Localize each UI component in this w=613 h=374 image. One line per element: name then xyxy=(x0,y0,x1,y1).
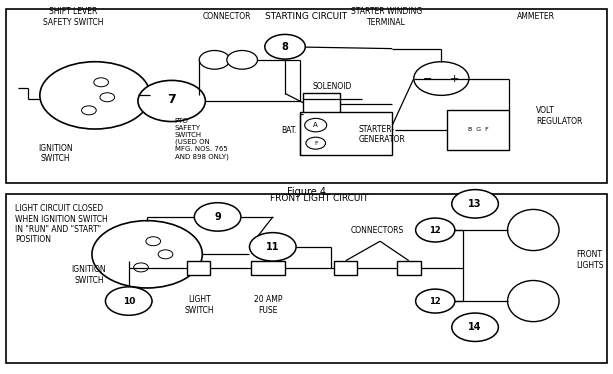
Text: Figure 4: Figure 4 xyxy=(287,187,326,197)
Circle shape xyxy=(134,263,148,272)
Circle shape xyxy=(40,62,150,129)
Circle shape xyxy=(92,221,202,288)
Text: LIGHT CIRCUIT CLOSED
WHEN IGNITION SWITCH
IN "RUN" AND "START"
POSITION: LIGHT CIRCUIT CLOSED WHEN IGNITION SWITC… xyxy=(15,204,108,245)
Text: 13: 13 xyxy=(468,199,482,209)
Text: 11: 11 xyxy=(266,242,280,252)
Bar xyxy=(6,194,607,363)
Text: 12: 12 xyxy=(429,297,441,306)
Bar xyxy=(187,261,210,275)
Text: SHIFT LEVER
SAFETY SWITCH: SHIFT LEVER SAFETY SWITCH xyxy=(44,7,104,27)
Text: 8: 8 xyxy=(281,42,289,52)
Text: 14: 14 xyxy=(468,322,482,332)
Circle shape xyxy=(414,62,469,95)
Text: CONNECTOR: CONNECTOR xyxy=(202,12,251,21)
Bar xyxy=(251,261,285,275)
Bar xyxy=(397,261,421,275)
Bar xyxy=(6,9,607,183)
Text: F: F xyxy=(314,141,318,145)
Text: A: A xyxy=(313,122,318,128)
Ellipse shape xyxy=(508,280,559,322)
Text: AMMETER: AMMETER xyxy=(517,12,555,21)
Text: BAT.: BAT. xyxy=(281,126,297,135)
Text: −: − xyxy=(423,74,433,83)
Text: STARTING CIRCUIT: STARTING CIRCUIT xyxy=(265,12,348,21)
Circle shape xyxy=(416,218,455,242)
Circle shape xyxy=(452,313,498,341)
Text: IGNITION
SWITCH: IGNITION SWITCH xyxy=(38,144,72,163)
Text: FRONT
LIGHTS: FRONT LIGHTS xyxy=(576,250,604,270)
Text: IGNITION
SWITCH: IGNITION SWITCH xyxy=(72,265,106,285)
Text: +: + xyxy=(450,74,460,83)
Circle shape xyxy=(305,119,327,132)
Text: 7: 7 xyxy=(167,93,176,105)
Circle shape xyxy=(199,50,230,69)
Text: CONNECTORS: CONNECTORS xyxy=(351,226,403,234)
Ellipse shape xyxy=(508,209,559,251)
Circle shape xyxy=(105,287,152,315)
Circle shape xyxy=(249,233,296,261)
Text: B  G  F: B G F xyxy=(468,128,489,132)
Text: STARTER-
GENERATOR: STARTER- GENERATOR xyxy=(359,125,405,144)
Text: 20 AMP
FUSE: 20 AMP FUSE xyxy=(254,295,282,315)
Circle shape xyxy=(306,137,326,149)
Circle shape xyxy=(227,50,257,69)
Bar xyxy=(447,110,509,150)
Text: 12: 12 xyxy=(429,226,441,234)
Circle shape xyxy=(194,203,241,231)
Bar xyxy=(334,261,357,275)
Circle shape xyxy=(265,34,305,59)
Text: FRONT LIGHT CIRCUIT: FRONT LIGHT CIRCUIT xyxy=(270,194,368,203)
Circle shape xyxy=(82,106,96,115)
Text: STARTER WINDING
TERMINAL: STARTER WINDING TERMINAL xyxy=(351,7,422,27)
Text: SOLENOID: SOLENOID xyxy=(313,82,352,91)
Circle shape xyxy=(138,80,205,122)
Bar xyxy=(303,94,340,114)
Circle shape xyxy=(416,289,455,313)
Text: 9: 9 xyxy=(214,212,221,222)
Text: VOLT
REGULATOR: VOLT REGULATOR xyxy=(536,106,583,126)
Circle shape xyxy=(158,250,173,259)
Bar xyxy=(300,112,392,155)
Text: 10: 10 xyxy=(123,297,135,306)
Circle shape xyxy=(94,78,109,87)
Circle shape xyxy=(146,237,161,246)
Circle shape xyxy=(452,190,498,218)
Text: LIGHT
SWITCH: LIGHT SWITCH xyxy=(185,295,214,315)
Circle shape xyxy=(100,93,115,102)
Text: PTO
SAFETY
SWITCH
(USED ON
MFG. NOS. 765
AND 898 ONLY): PTO SAFETY SWITCH (USED ON MFG. NOS. 765… xyxy=(175,118,229,160)
